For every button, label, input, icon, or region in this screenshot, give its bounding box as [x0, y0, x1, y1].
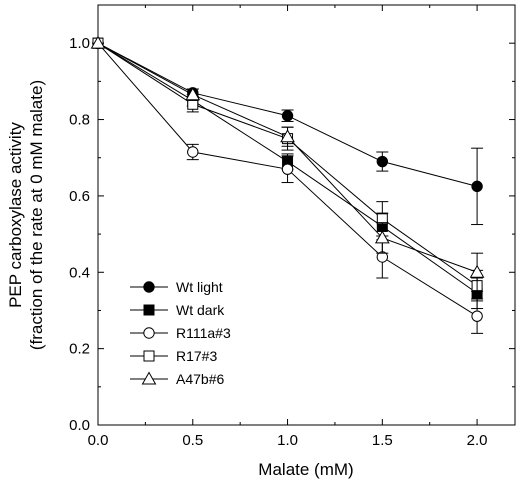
y-tick-label: 0.8 [69, 112, 90, 129]
series-group [90, 35, 485, 334]
x-tick-label: 2.0 [467, 432, 488, 449]
y-tick-label: 0.2 [69, 341, 90, 358]
x-tick-label: 0.0 [88, 432, 109, 449]
series-4 [90, 35, 485, 292]
legend-marker [143, 281, 155, 293]
y-tick-label: 0.6 [69, 188, 90, 205]
plot-frame [97, 4, 516, 426]
y-axis-title-line-2: (fraction of the rate at 0 mM malate) [27, 80, 46, 350]
legend-label: Wt dark [176, 302, 225, 318]
ticks: 0.0 0.5 1.0 1.5 2.0 0.0 0.2 0.4 0.6 0.8 1.0 [69, 5, 515, 449]
legend-label: A47b#6 [176, 371, 224, 387]
data-point [281, 110, 294, 122]
legend-label: R17#3 [176, 348, 217, 364]
data-point [90, 35, 106, 49]
data-point [471, 310, 483, 322]
legend-marker [143, 304, 155, 316]
x-tick-label: 1.5 [372, 432, 393, 449]
legend-item: A47b#6 [130, 371, 224, 387]
data-point [280, 129, 295, 143]
data-point [374, 230, 390, 244]
legend-item: Wt light [130, 279, 223, 295]
data-point [469, 264, 485, 278]
legend-marker [141, 371, 157, 385]
legend-item: Wt dark [130, 302, 225, 318]
legend: Wt light Wt dark R111a#3 R17#3 A47b#6 [130, 279, 231, 387]
legend-item: R17#3 [130, 348, 217, 364]
legend-label: Wt light [176, 279, 223, 295]
legend-marker [143, 350, 155, 362]
legend-item: R111a#3 [130, 325, 231, 341]
y-tick-label: 0.0 [69, 417, 90, 434]
data-point [185, 87, 201, 101]
y-axis-title-line-1: PEP carboxylase activity [6, 122, 25, 308]
data-point [376, 155, 389, 168]
x-axis-title: Malate (mM) [258, 460, 353, 479]
data-point [471, 180, 483, 193]
data-point [281, 163, 294, 175]
data-point [187, 146, 199, 158]
x-tick-label: 1.0 [277, 432, 298, 449]
legend-marker [143, 327, 155, 339]
legend-label: R111a#3 [176, 325, 231, 341]
x-tick-label: 0.5 [182, 432, 203, 449]
y-tick-label: 0.4 [69, 264, 90, 281]
y-tick-label: 1.0 [69, 35, 90, 52]
